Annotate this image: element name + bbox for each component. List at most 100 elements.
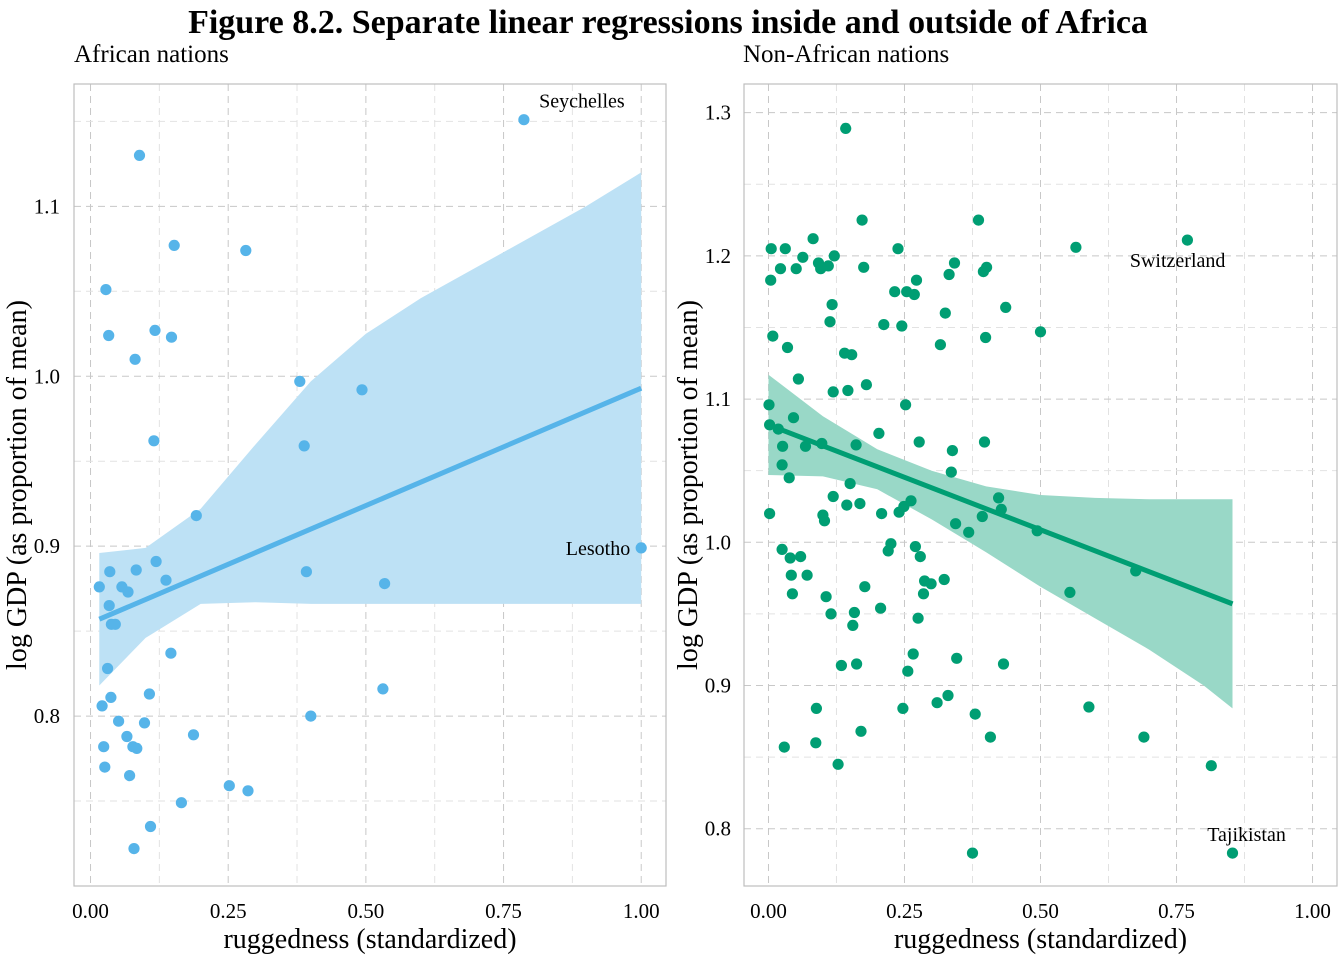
data-point [844,478,856,490]
data-point [635,542,647,554]
data-point [912,612,924,624]
data-point [187,729,200,741]
data-point [810,702,823,715]
data-point [160,574,172,586]
data-point [148,435,160,447]
data-point [816,437,828,450]
data-point [93,581,105,593]
data-point [855,725,867,737]
data-point [175,797,187,809]
data-point [103,600,115,612]
data-point [900,399,912,411]
data-point [807,233,819,245]
data-point [822,260,834,272]
data-point [873,427,885,439]
x-tick-label: 0.00 [72,899,109,923]
data-point [997,658,1010,670]
data-point [777,440,789,452]
panel-border [743,83,1338,887]
confidence-band [99,172,642,686]
panel-title: African nations [74,41,229,68]
data-point [1083,701,1095,713]
data-point [242,785,254,797]
data-point [824,316,836,328]
data-point [764,419,776,431]
data-point [240,244,252,257]
x-axis-title: ruggedness (standardized) [894,924,1187,955]
data-point [934,339,947,351]
data-point [765,243,777,255]
data-point [905,495,917,507]
data-point [356,384,368,396]
data-point [848,606,861,619]
data-point [763,399,775,411]
data-point [143,688,155,700]
x-tick-label: 0.25 [210,899,247,923]
x-tick-label: 0.50 [1022,899,1059,923]
confidence-band [768,374,1233,709]
data-point [1181,234,1193,246]
data-point [122,586,134,598]
data-point [787,412,800,424]
data-point [779,243,791,255]
data-point [105,691,117,704]
data-point [850,439,862,451]
regression-line [98,385,643,622]
data-point [951,652,963,664]
data-point [925,578,937,590]
data-point [858,261,870,273]
data-point [978,436,991,448]
data-point [1064,586,1076,599]
data-point [966,847,979,859]
data-point [914,551,926,563]
data-point [826,299,838,311]
data-point [980,331,992,344]
x-tick-label: 0.25 [886,899,923,923]
data-point [810,737,822,749]
data-point [981,261,993,273]
data-point [828,250,840,262]
y-tick-label: 1.1 [34,194,60,218]
data-point [902,665,914,677]
data-point [797,251,809,263]
y-tick-label: 0.8 [705,817,731,841]
data-point [801,569,813,581]
y-tick-label: 1.0 [34,364,60,388]
data-point [109,618,121,630]
y-tick-label: 0.9 [34,534,60,558]
data-point [767,330,779,342]
data-point [1138,731,1150,743]
data-point [1205,760,1217,772]
data-point [799,440,812,452]
data-point [938,573,950,586]
data-point [820,591,832,603]
data-point [379,578,391,590]
data-point [149,324,161,336]
data-point [851,658,863,670]
y-tick-label: 1.3 [705,101,731,125]
data-point [846,349,858,361]
data-point [121,730,133,743]
data-point [950,518,962,530]
data-point [945,466,957,478]
data-point [931,697,943,709]
data-point [995,503,1007,515]
data-point [889,286,901,298]
data-point [840,122,852,134]
x-tick-label: 0.75 [485,899,522,923]
panel-african-nations: African nations Seychelles Lesotho 0.00 0.25… [2,41,667,955]
data-point [827,386,839,398]
data-point [774,263,787,275]
data-point [785,569,797,581]
data-point [885,538,897,550]
data-point [909,541,922,553]
data-point [910,274,923,286]
data-point [128,843,140,855]
data-point [818,515,831,527]
x-axis-title: ruggedness (standardized) [223,924,516,955]
data-point [897,702,909,715]
data-point [1034,326,1047,338]
data-point [98,741,110,753]
data-point [144,820,157,833]
x-tick-label: 0.50 [347,899,384,923]
